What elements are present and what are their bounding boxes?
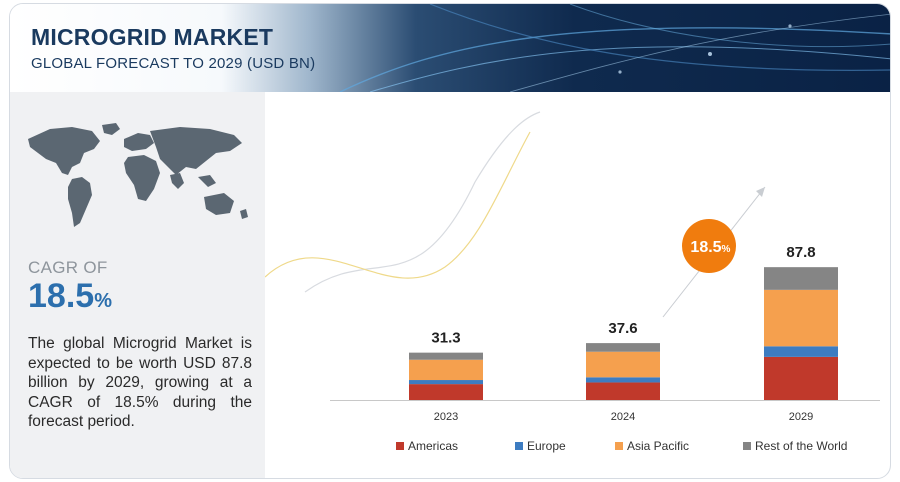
total-label-2024: 37.6 <box>608 320 637 337</box>
legend-swatch-rest-of-the-world <box>743 442 751 450</box>
header-banner: MICROGRID MARKET GLOBAL FORECAST TO 2029… <box>10 4 890 92</box>
decorative-swoosh-yellow <box>265 131 531 279</box>
bar-segment-2023-americas <box>409 384 483 400</box>
page-title: MICROGRID MARKET <box>31 24 274 50</box>
summary-panel: CAGR OF 18.5% The global Microgrid Marke… <box>10 92 265 478</box>
total-label-2023: 31.3 <box>431 330 460 347</box>
total-label-2029: 87.8 <box>786 244 815 261</box>
x-tick-label-2029: 2029 <box>789 411 813 423</box>
cagr-percent-sign: % <box>94 290 112 312</box>
legend-swatch-asia-pacific <box>615 442 623 450</box>
bar-segment-2024-americas <box>586 382 660 400</box>
bar-segment-2023-asia-pacific <box>409 359 483 381</box>
cagr-bubble-value: 18.5 <box>690 239 721 256</box>
cagr-bubble-percent: % <box>722 244 731 255</box>
market-description: The global Microgrid Market is expected … <box>28 335 252 430</box>
bar-segment-2024-asia-pacific <box>586 351 660 378</box>
legend-swatch-europe <box>515 442 523 450</box>
bar-segment-2024-europe <box>586 377 660 383</box>
legend-label-rest-of-the-world: Rest of the World <box>755 439 847 453</box>
cagr-number: 18.5 <box>28 277 95 315</box>
bar-segment-2023-rest-of-the-world <box>409 352 483 360</box>
legend-swatch-americas <box>396 442 404 450</box>
legend-label-europe: Europe <box>527 439 566 453</box>
legend-label-americas: Americas <box>408 439 458 453</box>
decorative-swoosh <box>304 111 541 293</box>
banner-light-streaks <box>339 4 890 92</box>
cagr-bubble <box>682 219 736 273</box>
bar-segment-2024-rest-of-the-world <box>586 343 660 352</box>
infographic-frame: MICROGRID MARKET GLOBAL FORECAST TO 2029… <box>9 3 891 479</box>
legend-label-asia-pacific: Asia Pacific <box>627 439 689 453</box>
cagr-label: CAGR OF <box>28 258 108 277</box>
world-map-icon <box>28 123 248 227</box>
bar-segment-2029-americas <box>764 356 838 400</box>
page-subtitle: GLOBAL FORECAST TO 2029 (USD BN) <box>31 55 316 72</box>
bar-segment-2029-asia-pacific <box>764 289 838 347</box>
x-tick-label-2024: 2024 <box>611 411 635 423</box>
bar-segment-2029-europe <box>764 346 838 357</box>
x-tick-label-2023: 2023 <box>434 411 458 423</box>
cagr-value: 18.5% <box>28 277 112 316</box>
bar-segment-2029-rest-of-the-world <box>764 267 838 290</box>
growth-arrow-head <box>756 187 765 197</box>
bar-segment-2023-europe <box>409 380 483 385</box>
stacked-bar-chart: 31.3 2023 37.6 2024 87.8 2029 18.5% Americas Eu… <box>265 111 880 453</box>
